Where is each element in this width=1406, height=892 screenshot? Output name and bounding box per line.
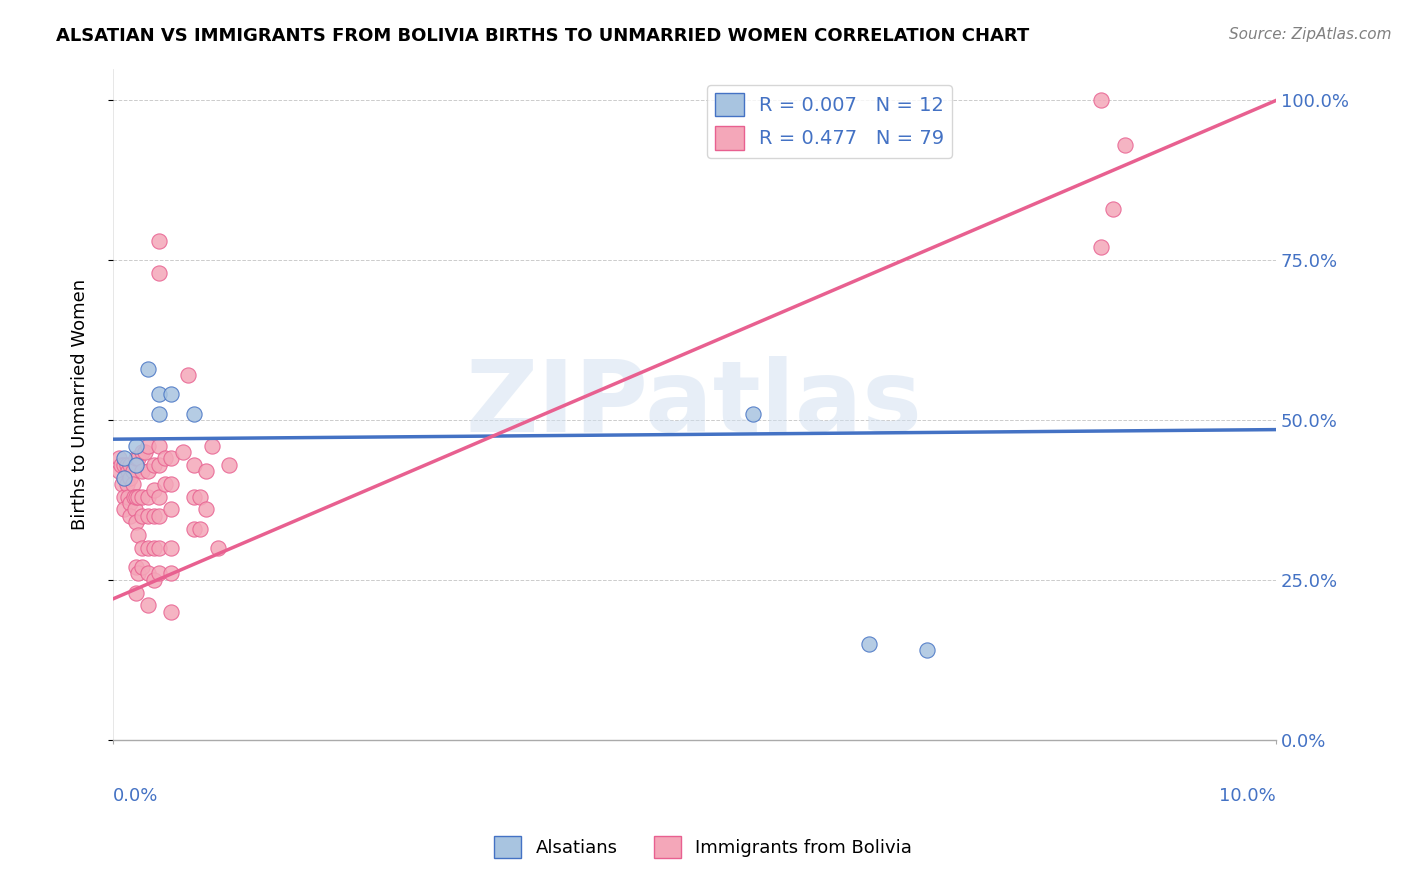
Point xyxy=(125,490,148,504)
Point xyxy=(127,528,149,542)
Point xyxy=(148,439,170,453)
Point xyxy=(127,566,149,581)
Point xyxy=(111,477,134,491)
Legend: R = 0.007   N = 12, R = 0.477   N = 79: R = 0.007 N = 12, R = 0.477 N = 79 xyxy=(707,85,952,158)
Point xyxy=(125,560,148,574)
Point xyxy=(107,464,129,478)
Point xyxy=(1090,94,1112,108)
Point xyxy=(142,541,165,555)
Point xyxy=(114,458,136,472)
Point xyxy=(142,458,165,472)
Point xyxy=(136,566,159,581)
Point xyxy=(131,541,153,555)
Point xyxy=(1114,138,1136,153)
Point xyxy=(136,599,159,613)
Point xyxy=(131,560,153,574)
Point xyxy=(120,458,142,472)
Point xyxy=(125,585,148,599)
Point xyxy=(148,266,170,280)
Point xyxy=(858,637,880,651)
Point xyxy=(131,445,153,459)
Point xyxy=(120,496,142,510)
Point xyxy=(1090,240,1112,254)
Point xyxy=(117,464,139,478)
Point xyxy=(148,508,170,523)
Point xyxy=(148,458,170,472)
Point xyxy=(136,508,159,523)
Point xyxy=(127,451,149,466)
Point xyxy=(125,451,148,466)
Point xyxy=(188,522,211,536)
Point xyxy=(915,643,938,657)
Point xyxy=(1102,202,1125,216)
Point xyxy=(201,439,224,453)
Point xyxy=(183,458,205,472)
Text: ALSATIAN VS IMMIGRANTS FROM BOLIVIA BIRTHS TO UNMARRIED WOMEN CORRELATION CHART: ALSATIAN VS IMMIGRANTS FROM BOLIVIA BIRT… xyxy=(56,27,1029,45)
Point xyxy=(114,502,136,516)
Point xyxy=(127,490,149,504)
Point xyxy=(160,477,183,491)
Point xyxy=(172,445,194,459)
Point xyxy=(114,451,136,466)
Point xyxy=(131,490,153,504)
Text: 10.0%: 10.0% xyxy=(1219,787,1277,805)
Point xyxy=(142,483,165,498)
Point xyxy=(121,477,143,491)
Point xyxy=(153,451,176,466)
Point xyxy=(148,234,170,248)
Point xyxy=(115,477,138,491)
Point xyxy=(107,451,129,466)
Point xyxy=(160,566,183,581)
Point xyxy=(218,458,240,472)
Point xyxy=(120,508,142,523)
Point xyxy=(136,541,159,555)
Point xyxy=(136,439,159,453)
Point xyxy=(183,522,205,536)
Point xyxy=(194,464,217,478)
Point xyxy=(183,407,205,421)
Point xyxy=(160,502,183,516)
Point xyxy=(125,439,148,453)
Legend: Alsatians, Immigrants from Bolivia: Alsatians, Immigrants from Bolivia xyxy=(486,829,920,865)
Point xyxy=(110,458,132,472)
Point xyxy=(142,508,165,523)
Point xyxy=(114,470,136,484)
Point xyxy=(194,502,217,516)
Text: 0.0%: 0.0% xyxy=(112,787,159,805)
Point xyxy=(117,490,139,504)
Point xyxy=(121,464,143,478)
Text: Source: ZipAtlas.com: Source: ZipAtlas.com xyxy=(1229,27,1392,42)
Point xyxy=(188,490,211,504)
Point xyxy=(741,407,763,421)
Point xyxy=(125,516,148,530)
Point xyxy=(115,458,138,472)
Point xyxy=(136,464,159,478)
Point xyxy=(207,541,229,555)
Point xyxy=(131,464,153,478)
Point xyxy=(183,490,205,504)
Point xyxy=(148,490,170,504)
Point xyxy=(142,573,165,587)
Point xyxy=(125,458,148,472)
Point xyxy=(160,541,183,555)
Point xyxy=(134,445,156,459)
Point xyxy=(177,368,200,383)
Point xyxy=(148,541,170,555)
Point xyxy=(122,490,145,504)
Point xyxy=(136,490,159,504)
Point xyxy=(131,508,153,523)
Point xyxy=(160,451,183,466)
Text: ZIPatlas: ZIPatlas xyxy=(465,356,922,452)
Point xyxy=(160,387,183,401)
Point xyxy=(148,387,170,401)
Point xyxy=(148,566,170,581)
Point xyxy=(148,407,170,421)
Point xyxy=(153,477,176,491)
Point xyxy=(124,502,146,516)
Point xyxy=(136,362,159,376)
Y-axis label: Births to Unmarried Women: Births to Unmarried Women xyxy=(72,278,89,530)
Point xyxy=(160,605,183,619)
Point xyxy=(120,470,142,484)
Point xyxy=(114,490,136,504)
